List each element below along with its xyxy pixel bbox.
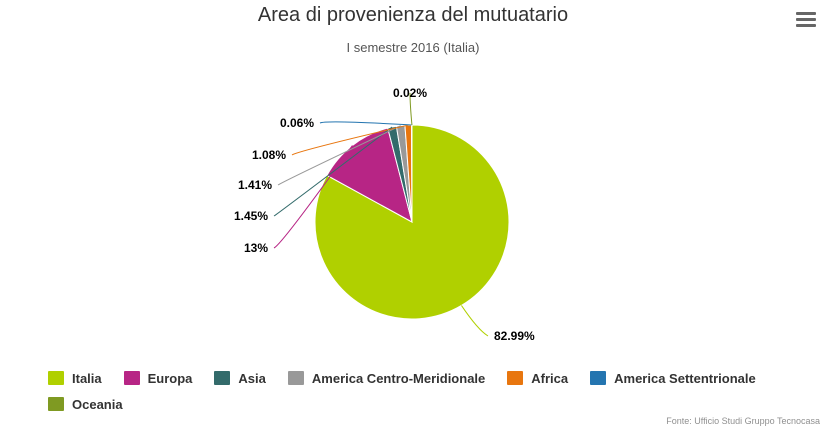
connector-line — [319, 121, 412, 126]
legend-item[interactable]: America Centro-Meridionale — [287, 368, 486, 388]
connector-line — [277, 125, 401, 186]
data-label: 0.02% — [393, 86, 427, 100]
legend-item[interactable]: America Settentrionale — [590, 368, 756, 388]
legend-item[interactable]: Africa — [507, 368, 568, 388]
legend-label: Oceania — [72, 396, 123, 412]
legend-item[interactable]: Asia — [214, 368, 266, 388]
connector-line — [291, 124, 409, 156]
legend-swatch — [590, 371, 607, 385]
legend-swatch — [123, 371, 140, 385]
legend-swatch — [287, 371, 304, 385]
data-label: 13% — [244, 241, 268, 255]
data-label: 82.99% — [494, 329, 535, 343]
legend-item[interactable]: Europa — [123, 368, 193, 388]
connector-line — [461, 305, 489, 337]
legend: Italia Europa Asia America Centro-Meridiona… — [48, 368, 808, 414]
legend-item[interactable]: Italia — [48, 368, 102, 388]
legend-swatch — [214, 371, 231, 385]
legend-swatch — [507, 371, 524, 385]
data-label: 1.08% — [252, 148, 286, 162]
credits[interactable]: Fonte: Ufficio Studi Gruppo Tecnocasa — [666, 416, 820, 426]
chart-subtitle: I semestre 2016 (Italia) — [346, 40, 480, 55]
connector-line — [409, 92, 413, 126]
data-label: 0.06% — [280, 116, 314, 130]
legend-label: Italia — [72, 370, 102, 386]
data-label: 1.45% — [234, 209, 268, 223]
connector-line — [273, 126, 393, 217]
legend-label: Europa — [147, 370, 193, 386]
legend-label: America Settentrionale — [614, 370, 756, 386]
connector-line — [273, 145, 353, 249]
chart-title: Area di provenienza del mutuatario — [257, 4, 569, 26]
pie-chart: 82.99% 13% 1.45% 1.41% 1.08% 0.06% 0.02% — [234, 86, 535, 343]
legend-swatch — [48, 371, 64, 385]
legend-label: Asia — [238, 370, 266, 386]
legend-label: Africa — [531, 370, 569, 386]
legend-item[interactable]: Oceania — [48, 394, 123, 414]
data-label: 1.41% — [238, 178, 272, 192]
legend-swatch — [48, 397, 64, 411]
hamburger-menu-icon[interactable] — [796, 12, 816, 28]
legend-label: America Centro-Meridionale — [311, 370, 486, 386]
